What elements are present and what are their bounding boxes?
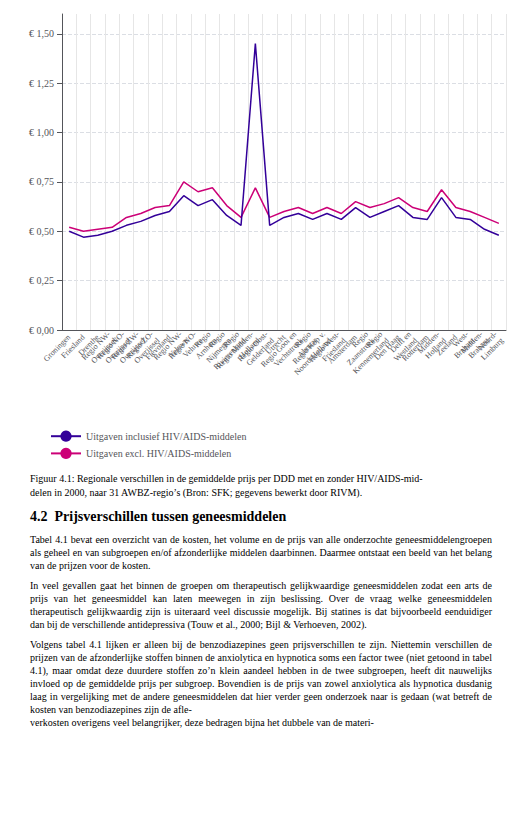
html-text:In veel gevallen gaat het binn: In veel gevallen gaat het binnen de groe… [30, 580, 492, 630]
svg-text:Noord-: Noord- [476, 329, 499, 353]
svg-text:Regio West-: Regio West- [307, 329, 342, 364]
svg-text:Kennemerland: Kennemerland [351, 336, 391, 376]
html-text:Tabel 4.1 bevat een overzicht: Tabel 4.1 bevat een overzicht van de kos… [30, 534, 492, 571]
svg-text:Flevoland: Flevoland [143, 332, 173, 362]
svg-text:Zeeland: Zeeland [434, 332, 460, 358]
svg-text:Friesland: Friesland [59, 332, 87, 361]
svg-text:Regio: Regio [221, 329, 241, 350]
html-text:Figuur 4.1: Regionale verschil: Figuur 4.1: Regionale verschillen in de … [30, 473, 423, 498]
svg-text:Regio ZO-: Regio ZO- [124, 329, 156, 361]
svg-text:Regio NW-: Regio NW- [79, 329, 113, 362]
svg-text:Veluwe: Veluwe [181, 336, 205, 360]
svg-text:Uitgaven excl. HIV/AIDS-middel: Uitgaven excl. HIV/AIDS-middelen [86, 448, 231, 459]
svg-text:Gelderland: Gelderland [244, 336, 276, 368]
svg-text:€ 0,00: € 0,00 [29, 325, 54, 336]
svg-text:Groningen: Groningen [41, 332, 73, 364]
svg-text:Amsterdam: Amsterdam [326, 332, 359, 366]
svg-text:€ 0,25: € 0,25 [29, 275, 54, 286]
svg-text:Regio Oost-: Regio Oost- [235, 329, 270, 364]
svg-text:Drenthe: Drenthe [76, 332, 101, 358]
svg-text:Midden-: Midden- [458, 329, 485, 356]
svg-text:Vechtstreek: Vechtstreek [272, 336, 305, 369]
svg-text:Regio Kop v.: Regio Kop v. [290, 329, 327, 366]
svg-text:Regio: Regio [206, 329, 227, 350]
svg-text:Regio: Regio [350, 329, 370, 350]
svg-text:€ 0,75: € 0,75 [29, 176, 54, 187]
svg-text:€ 1,50: € 1,50 [29, 28, 54, 39]
svg-text:Utrecht: Utrecht [263, 332, 288, 357]
svg-text:€ 0,50: € 0,50 [29, 226, 54, 237]
svg-text:Zaanstreek: Zaanstreek [345, 336, 377, 368]
svg-text:Regio Gooi en: Regio Gooi en [259, 329, 299, 369]
svg-text:Friesland: Friesland [320, 336, 348, 364]
svg-text:West-: West- [450, 329, 471, 349]
svg-text:Regio ZW-: Regio ZW- [109, 329, 141, 362]
svg-text:Regio NO-: Regio NO- [95, 329, 127, 361]
svg-text:Delft en: Delft en [388, 329, 413, 355]
svg-text:Regio: Regio [192, 329, 213, 350]
svg-text:€ 1,00: € 1,00 [29, 127, 54, 138]
svg-text:Limburg: Limburg [479, 336, 505, 362]
svg-text:Midden-: Midden- [415, 329, 442, 356]
html-text:4.2 Prijsverschillen tussen ge: 4.2 Prijsverschillen tussen geneesmiddel… [30, 509, 287, 524]
html-text:Volgens tabel 4.1 lijken er al: Volgens tabel 4.1 lijken er alleen bij d… [30, 639, 492, 728]
svg-text:Holland: Holland [423, 336, 448, 361]
svg-text:Regio: Regio [364, 329, 385, 350]
svg-text:Regio NO-: Regio NO- [166, 329, 199, 361]
svg-text:Regio Midden-: Regio Midden- [214, 329, 256, 371]
svg-text:Regio: Regio [292, 329, 313, 350]
svg-text:Westland: Westland [392, 336, 420, 364]
svg-text:Uitgaven inclusief HIV/AIDS-mi: Uitgaven inclusief HIV/AIDS-middelen [86, 431, 247, 442]
svg-text:Rotterdam: Rotterdam [400, 332, 431, 363]
svg-text:€ 1,25: € 1,25 [29, 78, 54, 89]
svg-text:Den Haag: Den Haag [372, 332, 402, 362]
svg-text:Noord-Holland: Noord-Holland [292, 336, 334, 377]
svg-text:Regio NW-: Regio NW- [151, 329, 184, 362]
